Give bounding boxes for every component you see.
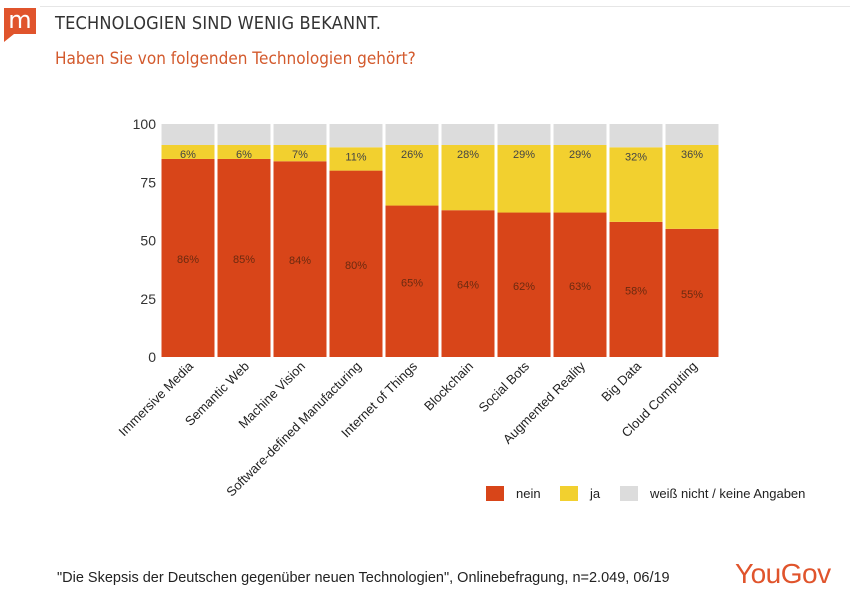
bar-segment-nein — [665, 228, 719, 357]
legend-swatch — [486, 486, 504, 501]
data-label-ja: 26% — [401, 149, 423, 161]
x-tick-label: Immersive Media — [116, 358, 197, 439]
x-tick-label: Social Bots — [476, 358, 533, 415]
bar-segment-ja — [441, 144, 495, 211]
bar-segment-unknown — [441, 124, 495, 145]
bar-segment-unknown — [497, 124, 551, 145]
x-tick-label: Blockchain — [421, 359, 476, 414]
y-tick-label: 50 — [140, 233, 156, 249]
bar-segment-ja — [385, 144, 439, 206]
bar-segment-nein — [273, 161, 327, 357]
bar-segment-nein — [497, 212, 551, 357]
logo-letter: m — [8, 6, 32, 34]
bar-segment-nein — [609, 221, 663, 357]
data-label-ja: 36% — [681, 149, 703, 161]
data-label-nein: 86% — [177, 254, 199, 266]
bar-segment-nein — [329, 170, 383, 357]
yougov-logo: YouGov — [735, 558, 831, 589]
data-label-nein: 84% — [289, 255, 311, 267]
bar-segment-unknown — [609, 124, 663, 148]
legend-label: weiß nicht / keine Angaben — [649, 486, 805, 501]
data-label-nein: 58% — [625, 285, 647, 297]
legend-swatch — [560, 486, 578, 501]
data-label-nein: 85% — [233, 254, 255, 266]
brand-logo: m — [4, 6, 36, 34]
data-label-ja: 32% — [625, 151, 647, 163]
bar-segment-unknown — [273, 124, 327, 145]
data-label-ja: 7% — [292, 149, 308, 161]
source-note: "Die Skepsis der Deutschen gegenüber neu… — [57, 570, 670, 586]
bar-segment-nein — [441, 210, 495, 357]
y-tick-label: 75 — [140, 174, 156, 190]
data-label-ja: 28% — [457, 149, 479, 161]
bar-segment-unknown — [385, 124, 439, 145]
bar-segment-nein — [385, 205, 439, 357]
y-tick-label: 0 — [148, 349, 156, 365]
bar-segment-unknown — [553, 124, 607, 145]
bar-segment-ja — [161, 144, 215, 159]
data-label-nein: 62% — [513, 281, 535, 293]
bar-segment-nein — [161, 158, 215, 357]
y-tick-label: 100 — [133, 116, 157, 132]
data-label-ja: 11% — [345, 151, 366, 163]
chart-subtitle: Haben Sie von folgenden Technologien geh… — [55, 49, 416, 69]
bar-segment-unknown — [329, 124, 383, 148]
data-label-nein: 55% — [681, 289, 703, 301]
x-tick-label: Big Data — [598, 358, 644, 404]
data-label-ja: 6% — [180, 149, 196, 161]
legend-label: nein — [516, 486, 541, 501]
data-label-nein: 80% — [345, 260, 367, 272]
data-label-ja: 29% — [569, 149, 591, 161]
bar-segment-ja — [665, 144, 719, 229]
y-tick-label: 25 — [140, 291, 156, 307]
legend-swatch — [620, 486, 638, 501]
bar-segment-unknown — [217, 124, 271, 145]
data-label-ja: 29% — [513, 149, 535, 161]
data-label-nein: 63% — [569, 281, 591, 293]
bar-segment-unknown — [665, 124, 719, 145]
chart-title: TECHNOLOGIEN SIND WENIG BEKANNT. — [55, 13, 382, 34]
bar-segment-ja — [497, 144, 551, 213]
legend-label: ja — [589, 486, 601, 501]
data-label-ja: 6% — [236, 149, 252, 161]
bar-segment-unknown — [161, 124, 215, 145]
data-label-nein: 65% — [401, 277, 423, 289]
bar-segment-nein — [217, 158, 271, 357]
top-divider — [40, 6, 850, 7]
bar-segment-nein — [553, 212, 607, 357]
bar-segment-ja — [609, 147, 663, 222]
logo-tail — [4, 34, 14, 42]
bar-segment-ja — [217, 144, 271, 159]
bar-segment-ja — [273, 144, 327, 162]
bar-segment-ja — [329, 147, 383, 171]
data-label-nein: 64% — [457, 280, 479, 292]
bar-segment-ja — [553, 144, 607, 213]
